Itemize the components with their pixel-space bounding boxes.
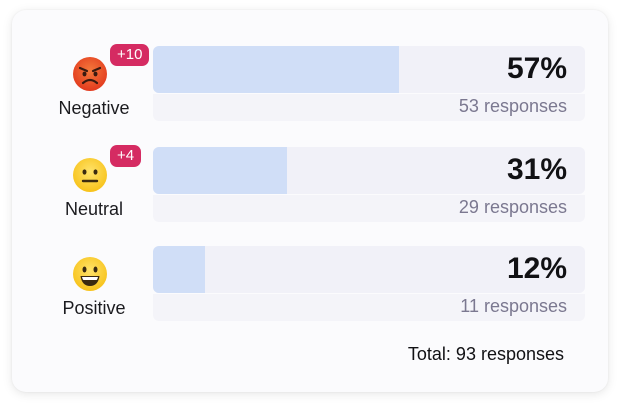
sentiment-row-negative: +10 Negative 57% 53 responses	[12, 44, 608, 126]
percent-bar-track: 31%	[153, 147, 585, 194]
sentiment-row-positive: Positive 12% 11 responses	[12, 246, 608, 326]
sentiment-label: Positive	[62, 298, 126, 318]
sentiment-label: Negative	[58, 98, 130, 118]
sentiment-cell: +10 Negative	[24, 44, 150, 126]
sentiment-cell: +4 Neutral	[24, 145, 142, 227]
responses-count: 53 responses	[458, 96, 567, 116]
responses-count: 29 responses	[458, 197, 567, 217]
change-badge: +10	[110, 44, 150, 66]
responses-strip: 11 responses	[153, 294, 585, 321]
sentiment-cell: Positive	[24, 246, 140, 326]
percent-bar-track: 12%	[153, 246, 585, 293]
total-responses: Total: 93 responses	[407, 344, 564, 364]
sentiment-label: Neutral	[64, 199, 124, 219]
sentiment-row-neutral: +4 Neutral 31% 29 responses	[12, 145, 608, 227]
angry-face-icon	[72, 56, 108, 92]
responses-strip: 53 responses	[153, 94, 585, 121]
responses-strip: 29 responses	[153, 195, 585, 222]
responses-count: 11 responses	[460, 296, 567, 316]
percent-value: 57%	[506, 52, 567, 85]
percent-bar-track: 57%	[153, 46, 585, 93]
percent-bar-fill	[153, 46, 400, 93]
percent-bar-fill	[153, 246, 205, 293]
grinning-face-icon	[72, 256, 108, 292]
neutral-face-icon	[72, 157, 108, 193]
percent-bar-fill	[153, 147, 287, 194]
percent-value: 12%	[506, 252, 567, 285]
sentiment-card: +10 Negative 57% 53 responses	[12, 10, 608, 392]
percent-value: 31%	[506, 153, 567, 186]
change-badge: +4	[110, 145, 142, 167]
